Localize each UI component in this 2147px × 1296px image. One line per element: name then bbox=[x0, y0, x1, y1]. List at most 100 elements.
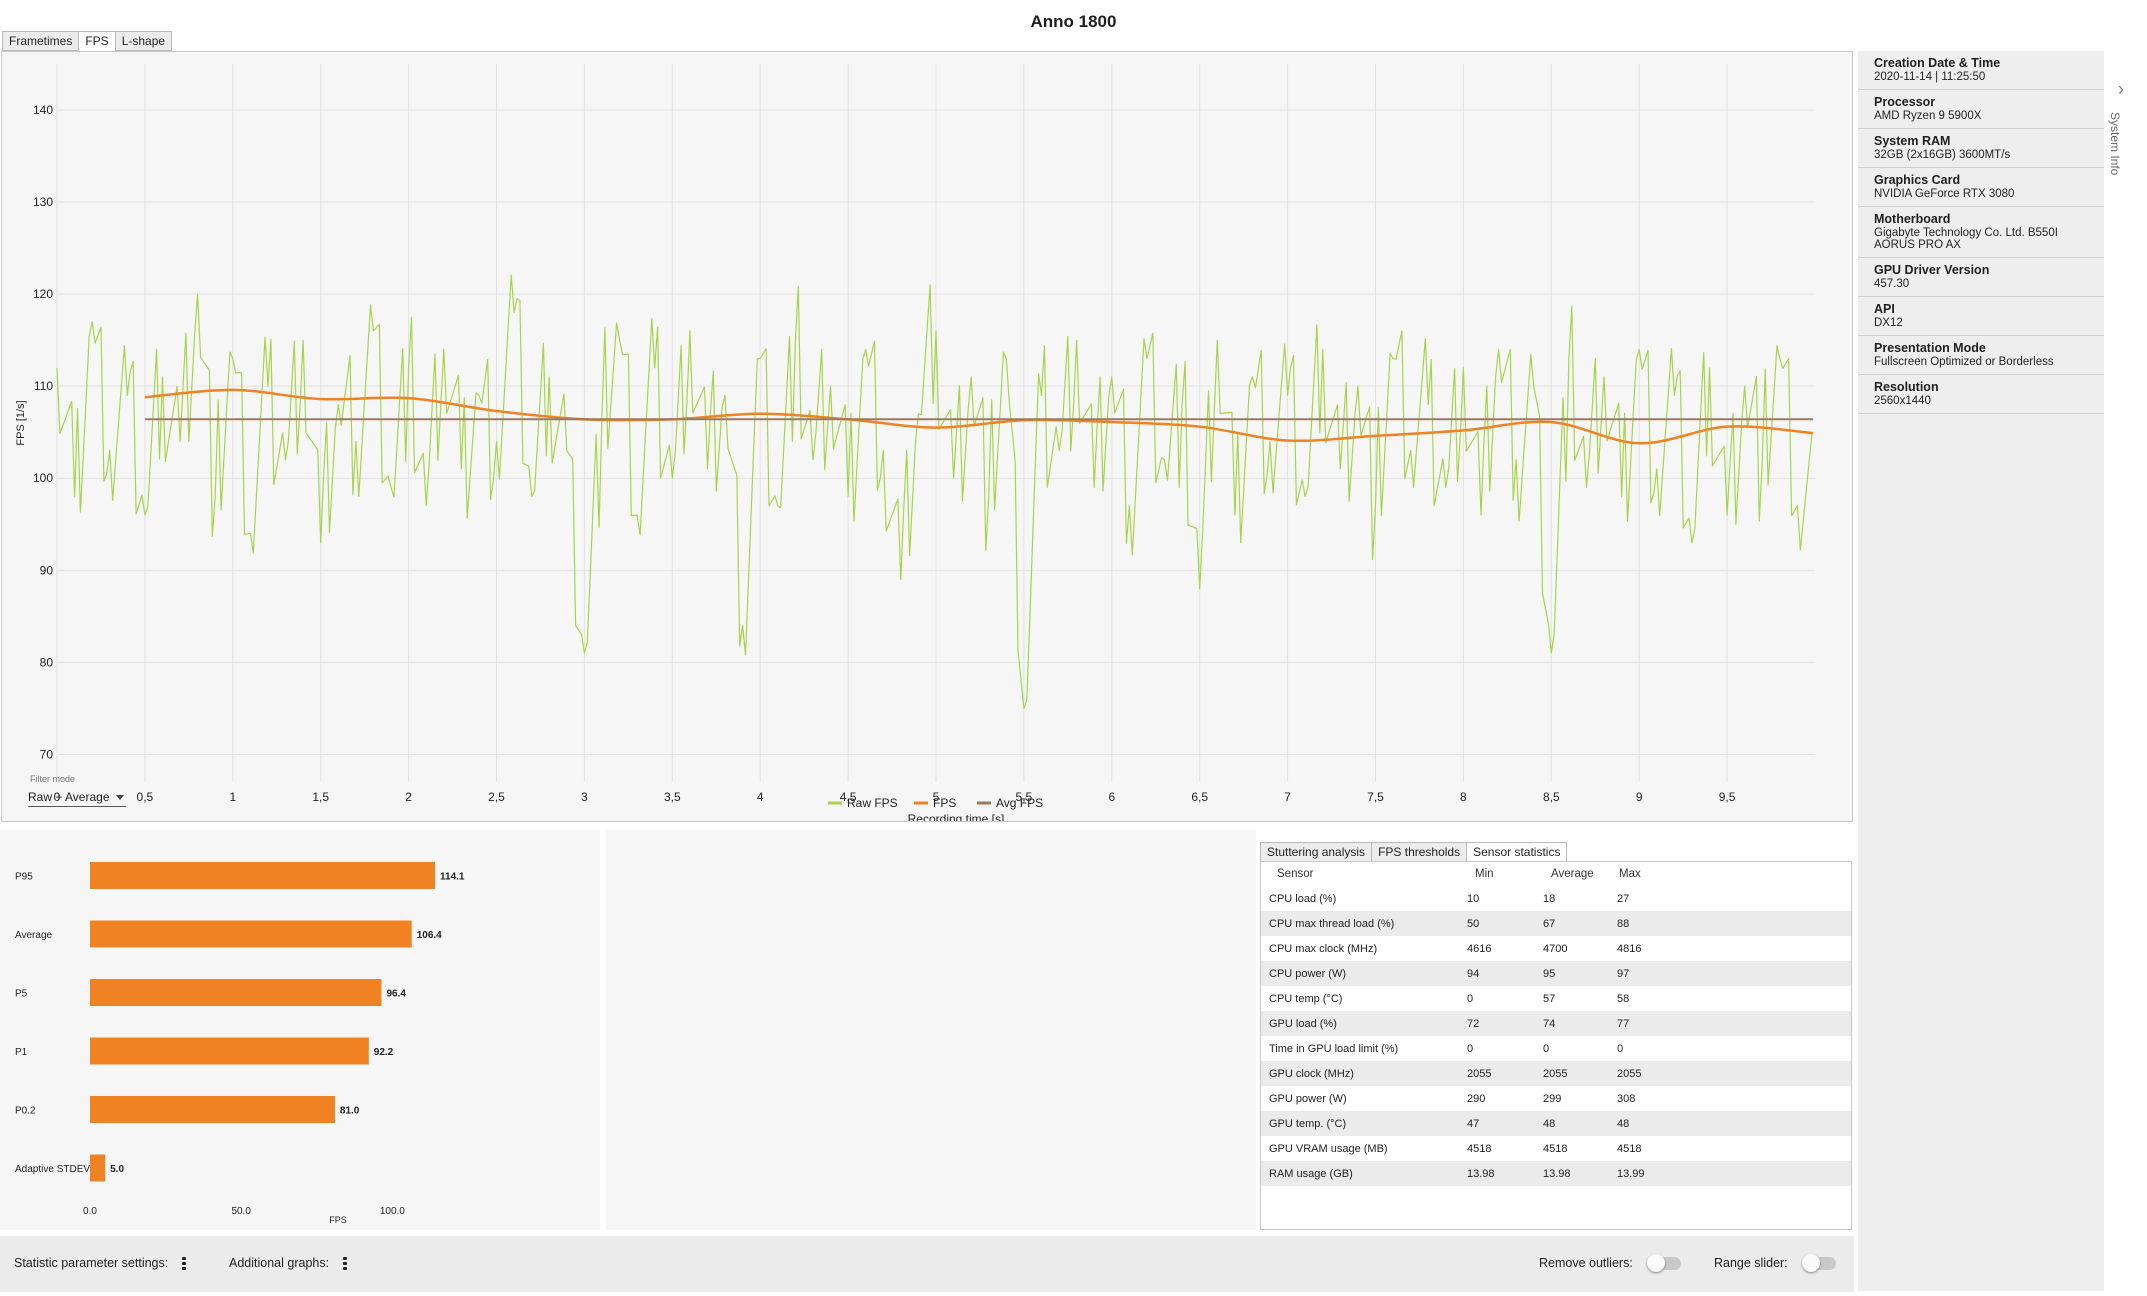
x-tick-label: 7,5 bbox=[1367, 790, 1384, 804]
column-header-average[interactable]: Average bbox=[1551, 868, 1594, 880]
table-cell: GPU VRAM usage (MB) bbox=[1269, 1142, 1388, 1155]
y-tick-label: 130 bbox=[33, 195, 53, 209]
bar-value-label: 81.0 bbox=[340, 1106, 360, 1117]
system-info-item: Resolution 2560x1440 bbox=[1858, 375, 2104, 414]
tab-frametimes[interactable]: Frametimes bbox=[2, 31, 80, 51]
range-slider-label: Range slider: bbox=[1714, 1256, 1788, 1270]
system-info-item: Processor AMD Ryzen 9 5900X bbox=[1858, 90, 2104, 129]
table-cell: 13.99 bbox=[1611, 1161, 1851, 1186]
tab-stuttering-analysis[interactable]: Stuttering analysis bbox=[1260, 842, 1373, 862]
bar-value-label: 106.4 bbox=[417, 930, 442, 941]
table-row: Time in GPU load limit (%) 0 0 0 bbox=[1261, 1036, 1851, 1061]
column-header-min[interactable]: Min bbox=[1475, 868, 1494, 880]
x-tick-label: 3 bbox=[581, 790, 588, 804]
tab-fps-thresholds[interactable]: FPS thresholds bbox=[1371, 842, 1468, 862]
table-cell: 13.98 bbox=[1535, 1161, 1611, 1186]
table-cell: 74 bbox=[1535, 1011, 1611, 1036]
range-slider-toggle[interactable] bbox=[1801, 1253, 1836, 1272]
system-info-value: 457.30 bbox=[1874, 278, 1910, 290]
system-info-item: Presentation Mode Fullscreen Optimized or… bbox=[1858, 336, 2104, 375]
table-cell: 290 bbox=[1467, 1092, 1486, 1105]
statistic-settings-label: Statistic parameter settings: bbox=[14, 1256, 169, 1270]
table-cell: CPU power (W) bbox=[1261, 961, 1459, 986]
bottom-toolbar: Statistic parameter settings: Additional… bbox=[0, 1236, 1854, 1292]
table-cell: 299 bbox=[1543, 1092, 1562, 1105]
table-cell: 48 bbox=[1535, 1111, 1611, 1136]
tab-fps[interactable]: FPS bbox=[78, 31, 116, 51]
column-header-sensor[interactable]: Sensor bbox=[1277, 868, 1314, 880]
system-info-value: DX12 bbox=[1874, 317, 1903, 329]
table-cell: 94 bbox=[1459, 961, 1535, 986]
bar-x-tick-label: 0.0 bbox=[83, 1206, 97, 1217]
remove-outliers-toggle[interactable] bbox=[1646, 1253, 1681, 1272]
y-tick-label: 90 bbox=[40, 563, 54, 577]
tab-sensor-statistics[interactable]: Sensor statistics bbox=[1466, 842, 1568, 862]
y-tick-label: 70 bbox=[40, 747, 54, 761]
additional-graphs-menu-icon[interactable] bbox=[343, 1256, 348, 1270]
system-info-label: Presentation Mode bbox=[1874, 341, 1986, 355]
statistics-bar-chart: P95 114.1 Average 106.4 P5 96.4 P1 92.2 P0.2 81.0… bbox=[15, 862, 465, 1225]
table-cell: 77 bbox=[1611, 1011, 1851, 1036]
system-info-toggle[interactable]: › bbox=[2104, 51, 2147, 251]
system-info-value: AMD Ryzen 9 5900X bbox=[1874, 110, 1982, 122]
y-tick-label: 120 bbox=[33, 287, 53, 301]
range-slider-group: Range slider: bbox=[1714, 1253, 1836, 1272]
table-cell: 48 bbox=[1611, 1111, 1851, 1136]
system-info-value: 2020-11-14 | 11:25:50 bbox=[1874, 71, 1986, 83]
x-tick-label: 8 bbox=[1460, 790, 1467, 804]
legend-label: FPS bbox=[933, 796, 956, 810]
fps-line-chart[interactable]: 0 0,5 1 1,5 2 2,5 3 3,5 4 4,5 5 5,5 6 6,5 7 7,5 8 8,5 9 9,5… bbox=[2, 52, 1852, 821]
table-cell: 88 bbox=[1611, 911, 1851, 936]
x-tick-label: 1 bbox=[229, 790, 236, 804]
table-cell: 47 bbox=[1459, 1111, 1535, 1136]
statistic-settings-menu-icon[interactable] bbox=[182, 1256, 187, 1270]
table-cell: 67 bbox=[1535, 911, 1611, 936]
table-cell: 58 bbox=[1617, 992, 1630, 1005]
y-axis-label: FPS [1/s] bbox=[15, 400, 27, 445]
table-cell: 50 bbox=[1459, 911, 1535, 936]
bar-x-tick-label: 100.0 bbox=[380, 1206, 405, 1217]
system-info-item: API DX12 bbox=[1858, 297, 2104, 336]
system-info-value: 32GB (2x16GB) 3600MT/s bbox=[1874, 149, 2011, 161]
sensor-statistics-panel: Sensor Min Average Max CPU load (%) 10 18 2… bbox=[1260, 861, 1852, 1230]
system-info-item: Graphics Card NVIDIA GeForce RTX 3080 bbox=[1858, 168, 2104, 207]
tab-l-shape[interactable]: L-shape bbox=[114, 31, 173, 51]
filter-mode-label: Filter mode bbox=[30, 774, 76, 784]
bar-value-label: 92.2 bbox=[374, 1047, 394, 1058]
table-cell: 97 bbox=[1611, 961, 1851, 986]
table-row: CPU power (W) 94 95 97 bbox=[1261, 961, 1851, 986]
system-info-label: Resolution bbox=[1874, 380, 1939, 394]
x-tick-label: 8,5 bbox=[1543, 790, 1560, 804]
y-tick-label: 140 bbox=[33, 103, 53, 117]
y-tick-label: 80 bbox=[40, 655, 54, 669]
x-tick-label: 4,5 bbox=[840, 790, 857, 804]
analysis-tabs: Stuttering analysis FPS thresholds Senso… bbox=[1260, 842, 1568, 862]
bar bbox=[90, 862, 435, 889]
sensor-table-body: CPU load (%) 10 18 27 CPU max thread load (%… bbox=[1261, 886, 1851, 1186]
system-info-toggle-label[interactable]: System Info bbox=[2108, 112, 2122, 176]
legend-label: Raw FPS bbox=[847, 796, 898, 810]
table-cell: 0 bbox=[1467, 1042, 1474, 1055]
chevron-right-icon: › bbox=[2118, 79, 2124, 99]
additional-graphs-label: Additional graphs: bbox=[229, 1256, 330, 1270]
system-info-item: GPU Driver Version 457.30 bbox=[1858, 258, 2104, 297]
table-header-row: Sensor Min Average Max bbox=[1261, 862, 1851, 886]
x-tick-label: 9,5 bbox=[1719, 790, 1736, 804]
bar-x-tick-label: 50.0 bbox=[231, 1206, 251, 1217]
table-cell: 95 bbox=[1535, 961, 1611, 986]
column-header-max[interactable]: Max bbox=[1619, 868, 1641, 880]
system-info-label: Creation Date & Time bbox=[1874, 56, 2001, 70]
filter-mode-value: Raw + Average bbox=[28, 790, 110, 804]
system-info-label: Motherboard bbox=[1874, 212, 1951, 226]
y-tick-label: 100 bbox=[33, 471, 53, 485]
bar-category-label: Adaptive STDEV bbox=[15, 1164, 90, 1175]
filter-mode-dropdown[interactable]: Raw + Average bbox=[28, 787, 126, 807]
system-info-item: Motherboard Gigabyte Technology Co. Ltd. … bbox=[1858, 207, 2104, 258]
system-info-panel: Creation Date & Time 2020-11-14 | 11:25:5… bbox=[1858, 51, 2104, 1291]
system-info-item: System RAM 32GB (2x16GB) 3600MT/s bbox=[1858, 129, 2104, 168]
system-info-label: Processor bbox=[1874, 95, 1936, 109]
y-tick-label: 110 bbox=[34, 379, 53, 393]
page-title: Anno 1800 bbox=[1030, 12, 1117, 31]
table-cell: 4616 bbox=[1467, 942, 1492, 955]
